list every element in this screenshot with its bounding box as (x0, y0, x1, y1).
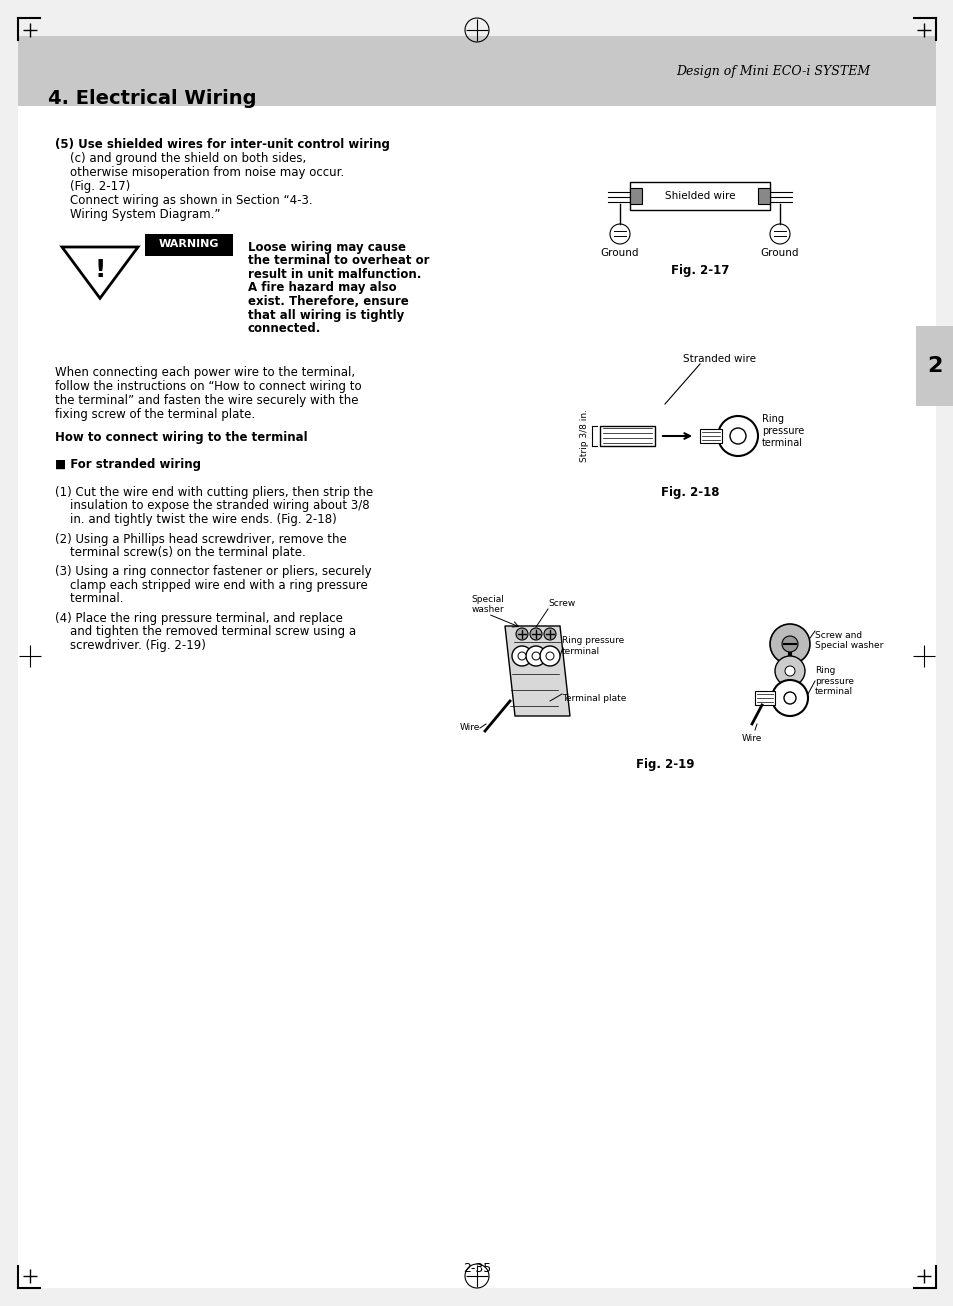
Text: Ring
pressure
terminal: Ring pressure terminal (814, 666, 853, 696)
Text: Terminal plate: Terminal plate (561, 693, 626, 703)
Bar (700, 428, 721, 443)
Text: Wire: Wire (459, 724, 479, 733)
Text: How to connect wiring to the terminal: How to connect wiring to the terminal (55, 431, 307, 444)
Bar (915, 326, 953, 406)
Circle shape (517, 652, 525, 660)
Text: 2: 2 (926, 357, 942, 376)
Text: (c) and ground the shield on both sides,: (c) and ground the shield on both sides, (55, 151, 306, 165)
Text: (2) Using a Phillips head screwdriver, remove the: (2) Using a Phillips head screwdriver, r… (55, 533, 346, 546)
Text: Fig. 2-17: Fig. 2-17 (670, 264, 728, 277)
Text: exist. Therefore, ensure: exist. Therefore, ensure (248, 295, 408, 308)
Text: Wiring System Diagram.”: Wiring System Diagram.” (55, 208, 220, 221)
Bar (758, 188, 769, 204)
Text: that all wiring is tightly: that all wiring is tightly (248, 308, 404, 321)
Text: follow the instructions on “How to connect wiring to: follow the instructions on “How to conne… (55, 380, 361, 393)
Bar (754, 691, 774, 705)
Bar (629, 182, 769, 210)
Bar (599, 426, 655, 447)
Text: WARNING: WARNING (158, 239, 219, 249)
Circle shape (781, 636, 797, 652)
Text: (5) Use shielded wires for inter-unit control wiring: (5) Use shielded wires for inter-unit co… (55, 138, 390, 151)
Circle shape (532, 652, 539, 660)
Text: ■ For stranded wiring: ■ For stranded wiring (55, 458, 201, 471)
Text: Fig. 2-19: Fig. 2-19 (635, 757, 694, 771)
Circle shape (512, 646, 532, 666)
Circle shape (783, 692, 795, 704)
Text: connected.: connected. (248, 323, 321, 336)
Text: and tighten the removed terminal screw using a: and tighten the removed terminal screw u… (55, 626, 355, 639)
Text: Stranded wire: Stranded wire (682, 354, 756, 364)
Text: Ring
pressure
terminal: Ring pressure terminal (761, 414, 803, 448)
Text: (4) Place the ring pressure terminal, and replace: (4) Place the ring pressure terminal, an… (55, 613, 342, 626)
Circle shape (784, 666, 794, 677)
Text: (3) Using a ring connector fastener or pliers, securely: (3) Using a ring connector fastener or p… (55, 565, 372, 579)
Text: Ground: Ground (760, 248, 799, 259)
Text: clamp each stripped wire end with a ring pressure: clamp each stripped wire end with a ring… (55, 579, 367, 592)
Text: Fig. 2-18: Fig. 2-18 (660, 486, 719, 499)
Text: the terminal” and fasten the wire securely with the: the terminal” and fasten the wire secure… (55, 394, 358, 407)
Circle shape (539, 646, 559, 666)
Text: Connect wiring as shown in Section “4-3.: Connect wiring as shown in Section “4-3. (55, 195, 313, 206)
Text: terminal.: terminal. (55, 593, 123, 606)
Circle shape (718, 417, 758, 456)
Circle shape (774, 656, 804, 686)
Text: fixing screw of the terminal plate.: fixing screw of the terminal plate. (55, 407, 254, 421)
Circle shape (729, 428, 745, 444)
Text: Screw and
Special washer: Screw and Special washer (814, 631, 882, 650)
Text: Loose wiring may cause: Loose wiring may cause (248, 242, 406, 253)
Circle shape (545, 652, 554, 660)
Text: otherwise misoperation from noise may occur.: otherwise misoperation from noise may oc… (55, 166, 344, 179)
Text: Screw: Screw (547, 599, 575, 609)
Text: in. and tightly twist the wire ends. (Fig. 2-18): in. and tightly twist the wire ends. (Fi… (55, 513, 336, 526)
Bar (629, 188, 641, 204)
Text: the terminal to overheat or: the terminal to overheat or (248, 255, 429, 268)
Text: 4. Electrical Wiring: 4. Electrical Wiring (48, 90, 256, 108)
Text: Design of Mini ECO-i SYSTEM: Design of Mini ECO-i SYSTEM (675, 64, 869, 77)
Bar (18, 37, 935, 106)
Circle shape (771, 680, 807, 716)
Circle shape (525, 646, 545, 666)
Text: screwdriver. (Fig. 2-19): screwdriver. (Fig. 2-19) (55, 639, 206, 652)
Text: (1) Cut the wire end with cutting pliers, then strip the: (1) Cut the wire end with cutting pliers… (55, 486, 373, 499)
Circle shape (516, 628, 527, 640)
Text: Special
washer: Special washer (471, 594, 504, 614)
Text: (Fig. 2-17): (Fig. 2-17) (55, 180, 131, 193)
Text: When connecting each power wire to the terminal,: When connecting each power wire to the t… (55, 366, 355, 379)
Text: result in unit malfunction.: result in unit malfunction. (248, 268, 421, 281)
Text: Strip 3/8 in.: Strip 3/8 in. (579, 410, 588, 462)
Text: A fire hazard may also: A fire hazard may also (248, 282, 396, 294)
Text: insulation to expose the stranded wiring about 3/8: insulation to expose the stranded wiring… (55, 499, 369, 512)
Circle shape (543, 628, 556, 640)
Text: Wire: Wire (741, 734, 761, 743)
Text: Ring pressure
terminal: Ring pressure terminal (561, 636, 623, 656)
Circle shape (769, 624, 809, 663)
Polygon shape (504, 626, 569, 716)
Text: Shielded wire: Shielded wire (664, 191, 735, 201)
Bar (145, 234, 233, 256)
Text: 2-35: 2-35 (462, 1262, 491, 1275)
Text: Ground: Ground (600, 248, 639, 259)
Polygon shape (62, 247, 138, 298)
Circle shape (530, 628, 541, 640)
Text: !: ! (94, 257, 106, 282)
Text: terminal screw(s) on the terminal plate.: terminal screw(s) on the terminal plate. (55, 546, 305, 559)
